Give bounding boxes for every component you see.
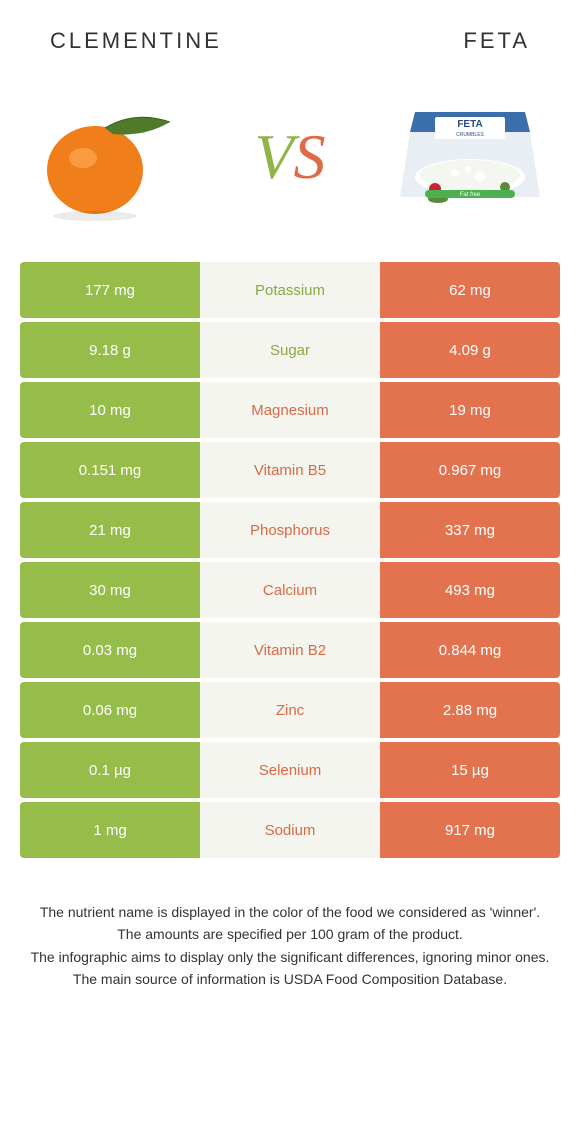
table-row: 1 mgSodium917 mg (20, 802, 560, 858)
right-value: 493 mg (380, 562, 560, 618)
left-value: 30 mg (20, 562, 200, 618)
nutrient-table: 177 mgPotassium62 mg9.18 gSugar4.09 g10 … (0, 262, 580, 858)
right-value: 0.967 mg (380, 442, 560, 498)
vs-label: VS (254, 120, 325, 194)
left-value: 0.03 mg (20, 622, 200, 678)
svg-text:CRUMBLES: CRUMBLES (456, 132, 484, 138)
left-value: 0.151 mg (20, 442, 200, 498)
footnote-line: The main source of information is USDA F… (30, 969, 550, 989)
feta-image: FETA CRUMBLES Fat free (390, 87, 550, 227)
left-food-title: CLEMENTINE (50, 28, 222, 54)
left-value: 21 mg (20, 502, 200, 558)
right-value: 15 µg (380, 742, 560, 798)
header: CLEMENTINE FETA (0, 0, 580, 62)
left-value: 1 mg (20, 802, 200, 858)
right-value: 0.844 mg (380, 622, 560, 678)
table-row: 0.1 µgSelenium15 µg (20, 742, 560, 798)
table-row: 177 mgPotassium62 mg (20, 262, 560, 318)
right-value: 2.88 mg (380, 682, 560, 738)
left-value: 10 mg (20, 382, 200, 438)
nutrient-label: Calcium (200, 562, 380, 618)
svg-text:FETA: FETA (457, 119, 482, 130)
clementine-image (30, 87, 190, 227)
nutrient-label: Selenium (200, 742, 380, 798)
table-row: 9.18 gSugar4.09 g (20, 322, 560, 378)
right-value: 4.09 g (380, 322, 560, 378)
footnotes: The nutrient name is displayed in the co… (0, 862, 580, 989)
left-value: 0.1 µg (20, 742, 200, 798)
table-row: 0.151 mgVitamin B50.967 mg (20, 442, 560, 498)
nutrient-label: Zinc (200, 682, 380, 738)
nutrient-label: Magnesium (200, 382, 380, 438)
right-value: 917 mg (380, 802, 560, 858)
right-food-title: FETA (463, 28, 530, 54)
nutrient-label: Potassium (200, 262, 380, 318)
left-value: 9.18 g (20, 322, 200, 378)
vs-v: V (254, 121, 293, 192)
footnote-line: The infographic aims to display only the… (30, 947, 550, 967)
table-row: 0.06 mgZinc2.88 mg (20, 682, 560, 738)
left-value: 0.06 mg (20, 682, 200, 738)
right-value: 62 mg (380, 262, 560, 318)
svg-text:Fat free: Fat free (460, 192, 481, 198)
images-row: VS FETA CRUMBLES Fat free (0, 62, 580, 262)
nutrient-label: Phosphorus (200, 502, 380, 558)
table-row: 10 mgMagnesium19 mg (20, 382, 560, 438)
footnote-line: The nutrient name is displayed in the co… (30, 902, 550, 922)
nutrient-label: Vitamin B2 (200, 622, 380, 678)
vs-s: S (294, 121, 326, 192)
right-value: 19 mg (380, 382, 560, 438)
table-row: 30 mgCalcium493 mg (20, 562, 560, 618)
table-row: 21 mgPhosphorus337 mg (20, 502, 560, 558)
right-value: 337 mg (380, 502, 560, 558)
left-value: 177 mg (20, 262, 200, 318)
nutrient-label: Sugar (200, 322, 380, 378)
footnote-line: The amounts are specified per 100 gram o… (30, 924, 550, 944)
table-row: 0.03 mgVitamin B20.844 mg (20, 622, 560, 678)
nutrient-label: Vitamin B5 (200, 442, 380, 498)
nutrient-label: Sodium (200, 802, 380, 858)
